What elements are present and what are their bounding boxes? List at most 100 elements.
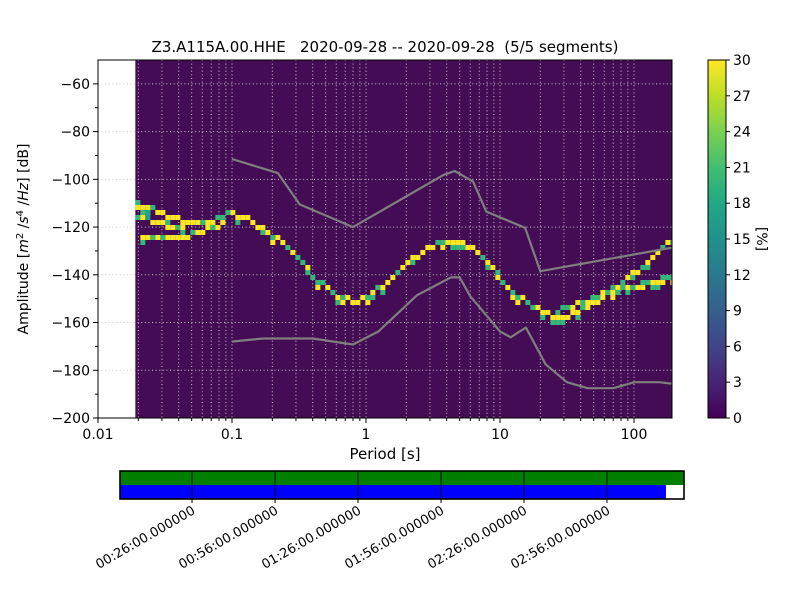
- psd-cell: [630, 285, 636, 290]
- psd-cell: [150, 205, 156, 210]
- y-tick-label: −200: [52, 411, 90, 427]
- psd-cell: [210, 220, 216, 225]
- psd-cell: [165, 220, 171, 225]
- psd-cell: [655, 285, 661, 290]
- psd-cell: [370, 295, 376, 300]
- psd-cell: [560, 305, 566, 310]
- psd-cell: [155, 210, 161, 215]
- psd-cell: [140, 215, 146, 220]
- psd-cell: [470, 245, 476, 250]
- psd-cell: [485, 260, 491, 265]
- psd-cell: [180, 220, 186, 225]
- psd-cell: [205, 220, 211, 225]
- psd-cell: [165, 235, 171, 240]
- psd-cell: [160, 235, 166, 240]
- psd-cell: [245, 215, 251, 220]
- psd-cell: [580, 305, 586, 310]
- psd-cell: [600, 290, 606, 295]
- psd-cell: [135, 215, 141, 220]
- psd-cell: [450, 240, 456, 245]
- psd-cell: [550, 315, 556, 320]
- high-noise-model-line: [231, 157, 672, 273]
- psd-cell: [410, 260, 416, 265]
- psd-cell: [310, 275, 316, 280]
- psd-cell: [220, 220, 226, 225]
- psd-cell: [400, 265, 406, 270]
- psd-cell: [135, 200, 141, 205]
- psd-cell: [440, 240, 446, 245]
- colorbar-tick-label: 0: [733, 411, 742, 427]
- psd-cell: [620, 285, 626, 290]
- psd-cell: [270, 240, 276, 245]
- psd-cell: [575, 300, 581, 305]
- psd-cell: [555, 315, 561, 320]
- psd-cell: [610, 295, 616, 300]
- colorbar-tick-label: 3: [733, 375, 742, 391]
- low-noise-model-line: [231, 276, 672, 390]
- psd-cell: [315, 280, 321, 285]
- psd-cell: [650, 285, 656, 290]
- y-tick-label: −140: [52, 268, 90, 284]
- psd-cell: [560, 320, 566, 325]
- psd-cell: [380, 290, 386, 295]
- psd-cell: [640, 280, 646, 285]
- y-label-slash2: /: [16, 200, 32, 209]
- colorbar-tick-label: 6: [733, 339, 742, 355]
- timeline-data-bar: [120, 485, 666, 499]
- psd-cell: [175, 215, 181, 220]
- psd-cell: [505, 285, 511, 290]
- psd-cell: [610, 285, 616, 290]
- psd-cell: [385, 280, 391, 285]
- psd-cell: [660, 245, 666, 250]
- psd-cell: [140, 205, 146, 210]
- psd-cell: [340, 300, 346, 305]
- psd-cell: [300, 260, 306, 265]
- psd-cell: [200, 220, 206, 225]
- colorbar-tick-label: 12: [733, 268, 751, 284]
- psd-cell: [190, 220, 196, 225]
- psd-cell: [150, 235, 156, 240]
- psd-cell: [460, 245, 466, 250]
- psd-cell: [155, 235, 161, 240]
- psd-cell: [230, 210, 236, 215]
- psd-cell: [485, 265, 491, 270]
- psd-cell: [365, 300, 371, 305]
- colorbar-label: [%]: [753, 227, 769, 251]
- psd-cell: [335, 295, 341, 300]
- psd-cell: [515, 300, 521, 305]
- colorbar-gradient: [707, 59, 727, 419]
- y-label-s: s: [16, 216, 32, 223]
- psd-cell: [175, 225, 181, 230]
- psd-cell: [365, 295, 371, 300]
- psd-cell: [265, 230, 271, 235]
- psd-cell: [325, 285, 331, 290]
- colorbar-tick-label: 15: [733, 232, 751, 248]
- psd-cell: [600, 295, 606, 300]
- x-tick-label: 10: [491, 427, 509, 443]
- psd-cell: [165, 215, 171, 220]
- psd-cell: [590, 295, 596, 300]
- x-axis-label: Period [s]: [349, 445, 420, 463]
- psd-cell: [240, 215, 246, 220]
- psd-cell: [170, 225, 176, 230]
- psd-cell: [160, 220, 166, 225]
- psd-cell: [475, 250, 481, 255]
- psd-cell: [250, 220, 256, 225]
- psd-cell: [590, 300, 596, 305]
- colorbar-tick-label: 24: [733, 125, 751, 141]
- y-tick-label: −180: [52, 363, 90, 379]
- psd-cell: [640, 285, 646, 290]
- psd-cell: [140, 210, 146, 215]
- psd-cell: [460, 240, 466, 245]
- psd-cell: [235, 220, 241, 225]
- psd-cell: [500, 280, 506, 285]
- psd-cell: [630, 270, 636, 275]
- psd-cell: [615, 285, 621, 290]
- psd-cell: [390, 275, 396, 280]
- psd-cell: [490, 265, 496, 270]
- colorbar-tick-label: 21: [733, 160, 751, 176]
- psd-cell: [575, 310, 581, 315]
- psd-cell: [175, 235, 181, 240]
- psd-cell: [635, 270, 641, 275]
